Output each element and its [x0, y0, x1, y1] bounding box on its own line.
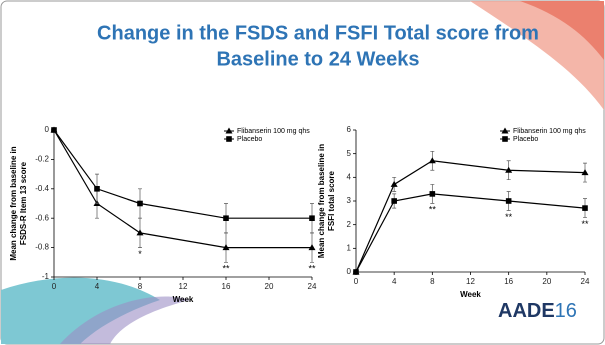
x-tick-label: 12: [466, 277, 475, 286]
point: [223, 215, 229, 221]
y-tick-label: 2: [347, 220, 352, 229]
slide-title: Baseline to 24 Weeks: [216, 48, 419, 70]
y-tick-label: 6: [347, 125, 352, 134]
y-tick-label: -0.8: [35, 243, 49, 252]
y-tick-label: -0.4: [35, 184, 49, 193]
x-tick-label: 20: [265, 282, 274, 291]
x-tick-label: 8: [138, 282, 143, 291]
point: [51, 127, 57, 133]
y-tick-label: 0: [347, 267, 352, 276]
y-axis-label: FSFI total score: [327, 170, 336, 231]
x-tick-label: 12: [179, 282, 188, 291]
x-tick-label: 16: [222, 282, 231, 291]
annotation: **: [581, 219, 589, 229]
logo: AADE16: [498, 300, 577, 322]
x-tick-label: 0: [354, 277, 359, 286]
slide-title: Change in the FSDS and FSFI Total score …: [97, 22, 539, 44]
y-tick-label: 4: [347, 172, 352, 181]
legend-label: Placebo: [237, 136, 262, 143]
y-tick-label: -0.2: [35, 155, 49, 164]
x-axis-label: Week: [460, 290, 481, 299]
x-tick-label: 4: [95, 282, 100, 291]
y-axis-label: Mean change from baseline in: [9, 146, 18, 260]
legend-marker: [502, 136, 508, 142]
x-tick-label: 8: [430, 277, 435, 286]
x-tick-label: 4: [392, 277, 397, 286]
annotation: **: [308, 264, 316, 274]
legend-marker: [226, 136, 232, 142]
point: [137, 201, 143, 207]
point: [506, 198, 512, 204]
point: [582, 205, 588, 211]
y-tick-label: -0.6: [35, 213, 49, 222]
y-tick-label: 3: [347, 196, 352, 205]
logo-bold: AADE: [498, 300, 555, 322]
logo-light: 16: [555, 300, 577, 322]
annotation: **: [429, 205, 437, 215]
x-tick-label: 24: [581, 277, 590, 286]
legend-label: Flibanserin 100 mg qhs: [237, 128, 310, 135]
x-axis-label: Week: [173, 295, 194, 304]
y-axis-label: FSDS-R Item 13 score: [19, 161, 28, 245]
y-tick-label: -1: [42, 272, 50, 281]
legend-label: Flibanserin 100 mg qhs: [513, 128, 586, 135]
x-tick-label: 24: [308, 282, 317, 291]
y-tick-label: 1: [347, 243, 352, 252]
point: [391, 198, 397, 204]
point: [430, 191, 436, 197]
legend-label: Placebo: [513, 136, 538, 143]
y-tick-label: 0: [45, 125, 50, 134]
annotation: **: [505, 212, 513, 222]
annotation: **: [222, 264, 230, 274]
point: [353, 269, 359, 275]
slide: Change in the FSDS and FSFI Total score …: [0, 0, 605, 345]
x-tick-label: 0: [52, 282, 57, 291]
point: [94, 186, 100, 192]
annotation: *: [138, 249, 142, 259]
x-tick-label: 20: [542, 277, 551, 286]
point: [309, 215, 315, 221]
y-tick-label: 5: [347, 149, 352, 158]
x-tick-label: 16: [504, 277, 513, 286]
y-axis-label: Mean change from baseline in: [317, 144, 326, 258]
